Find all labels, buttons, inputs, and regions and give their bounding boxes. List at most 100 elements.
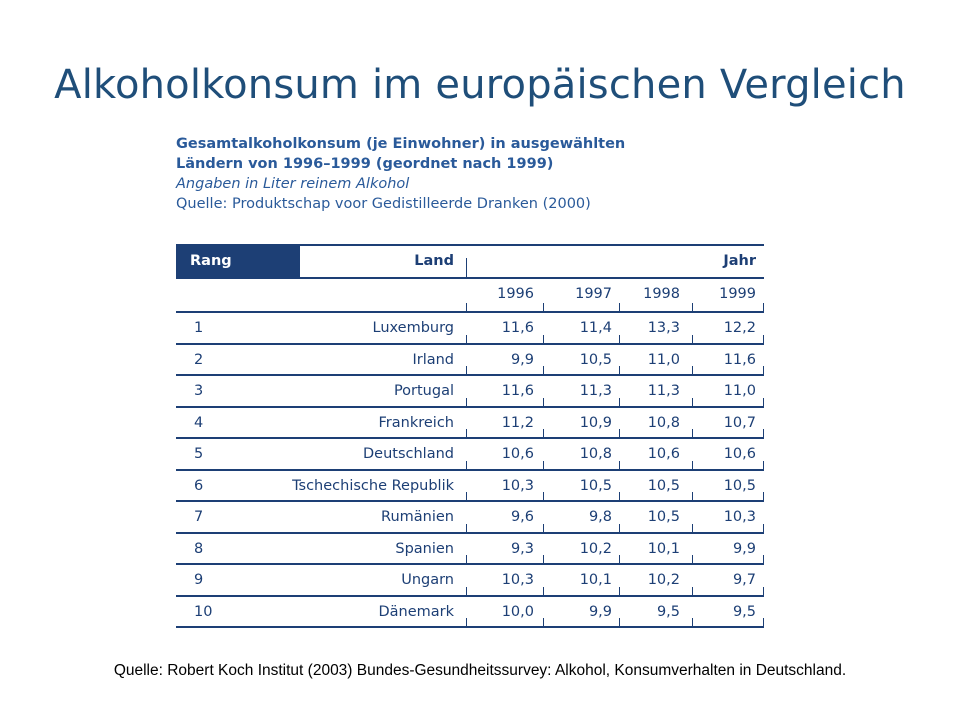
country-cell: Luxemburg: [372, 320, 455, 336]
years-row: 1996 1997 1998 1999: [176, 279, 764, 313]
value-cell-1997: 10,5: [579, 351, 612, 368]
column-tick: [466, 586, 467, 597]
column-tick: [763, 460, 764, 471]
value-cell-1997: 9,9: [588, 603, 612, 620]
column-tick: [619, 303, 620, 313]
column-tick: [692, 586, 693, 597]
column-tick: [466, 618, 467, 628]
column-tick: [763, 618, 764, 628]
column-tick: [466, 429, 467, 439]
value-cell-1999: 10,3: [723, 509, 756, 525]
column-tick: [692, 366, 693, 376]
column-tick: [692, 460, 693, 471]
caption-line-1: Gesamtalkoholkonsum (je Einwohner) in au…: [176, 136, 626, 152]
column-tick: [692, 618, 693, 628]
column-tick: [763, 492, 764, 502]
table-row: 2 Irland 9,9 10,5 11,0 11,6: [176, 345, 764, 376]
value-cell-1998: 10,5: [647, 509, 680, 525]
value-cell-1999: 10,7: [723, 414, 756, 431]
value-cell-1998: 10,2: [647, 572, 680, 588]
value-cell-1996: 10,6: [501, 446, 534, 462]
table-row: 7 Rumänien 9,6 9,8 10,5 10,3: [176, 502, 764, 534]
header-jahr: Jahr: [723, 253, 756, 269]
rank-cell: 1: [194, 320, 204, 336]
value-cell-1999: 11,6: [723, 351, 756, 368]
table-body: 1 Luxemburg 11,6 11,4 13,3 12,2 2 Irland 9,9 10,5…: [176, 313, 764, 628]
column-tick: [543, 555, 544, 565]
column-tick: [619, 429, 620, 439]
column-tick: [466, 523, 467, 534]
column-tick: [543, 397, 544, 408]
value-cell-1997: 11,4: [579, 320, 612, 336]
year-1997: 1997: [575, 286, 612, 302]
table-row: 10 Dänemark 10,0 9,9 9,5 9,5: [176, 597, 764, 628]
table-row: 5 Deutschland 10,6 10,8 10,6 10,6: [176, 439, 764, 471]
column-tick: [692, 303, 693, 313]
column-tick: [543, 523, 544, 534]
country-cell: Dänemark: [378, 603, 454, 620]
column-tick: [466, 366, 467, 376]
value-cell-1997: 11,3: [579, 383, 612, 399]
value-cell-1996: 9,6: [510, 509, 534, 525]
column-tick: [692, 523, 693, 534]
country-cell: Spanien: [395, 540, 454, 557]
value-cell-1999: 9,9: [732, 540, 756, 557]
country-cell: Rumänien: [381, 509, 454, 525]
column-tick: [763, 334, 764, 345]
column-tick: [466, 334, 467, 345]
value-cell-1997: 10,2: [579, 540, 612, 557]
country-cell: Portugal: [393, 383, 454, 399]
table-row: 6 Tschechische Republik 10,3 10,5 10,5 10,5: [176, 471, 764, 502]
column-tick: [543, 618, 544, 628]
value-cell-1999: 10,5: [723, 477, 756, 494]
value-cell-1997: 10,8: [579, 446, 612, 462]
column-tick: [763, 366, 764, 376]
value-cell-1996: 11,6: [501, 383, 534, 399]
column-tick: [692, 429, 693, 439]
value-cell-1999: 9,5: [732, 603, 756, 620]
column-tick: [763, 429, 764, 439]
column-tick: [543, 334, 544, 345]
column-tick: [619, 366, 620, 376]
caption-line-3: Angaben in Liter reinem Alkohol: [176, 176, 410, 192]
table-caption: Gesamtalkoholkonsum (je Einwohner) in au…: [176, 134, 776, 214]
column-tick: [619, 460, 620, 471]
column-tick: [763, 555, 764, 565]
value-cell-1996: 9,9: [510, 351, 534, 368]
value-cell-1996: 10,3: [501, 572, 534, 588]
year-1998: 1998: [643, 286, 680, 302]
value-cell-1999: 12,2: [723, 320, 756, 336]
caption-line-4: Quelle: Produktschap voor Gedistilleerde…: [176, 196, 591, 212]
slide-title: Alkoholkonsum im europäischen Vergleich: [54, 62, 906, 108]
value-cell-1998: 9,5: [656, 603, 680, 620]
value-cell-1996: 11,2: [501, 414, 534, 431]
caption-line-2: Ländern von 1996–1999 (geordnet nach 199…: [176, 156, 554, 172]
table-header-row: Rang Land Jahr: [176, 244, 764, 279]
country-cell: Tschechische Republik: [292, 477, 454, 494]
column-tick: [619, 492, 620, 502]
country-cell: Irland: [412, 351, 454, 368]
consumption-table: Rang Land Jahr 1996 1997 1998 1999 1 Luxe…: [176, 244, 764, 628]
rank-cell: 2: [194, 351, 204, 368]
footer-source: Quelle: Robert Koch Institut (2003) Bund…: [113, 662, 847, 679]
value-cell-1996: 11,6: [501, 320, 534, 336]
column-tick: [619, 586, 620, 597]
value-cell-1996: 10,3: [501, 477, 534, 494]
rank-cell: 7: [194, 509, 204, 525]
header-land: Land: [414, 253, 454, 269]
table-row: 1 Luxemburg 11,6 11,4 13,3 12,2: [176, 313, 764, 345]
country-cell: Deutschland: [363, 446, 454, 462]
value-cell-1999: 9,7: [732, 572, 756, 588]
value-cell-1998: 10,8: [647, 414, 680, 431]
rank-cell: 5: [194, 446, 204, 462]
column-tick: [543, 429, 544, 439]
column-tick: [692, 397, 693, 408]
value-cell-1998: 13,3: [647, 320, 680, 336]
column-tick: [466, 303, 467, 313]
value-cell-1997: 10,1: [579, 572, 612, 588]
value-cell-1999: 10,6: [723, 446, 756, 462]
column-tick: [543, 460, 544, 471]
column-tick: [543, 303, 544, 313]
country-cell: Frankreich: [378, 414, 454, 431]
value-cell-1996: 10,0: [501, 603, 534, 620]
